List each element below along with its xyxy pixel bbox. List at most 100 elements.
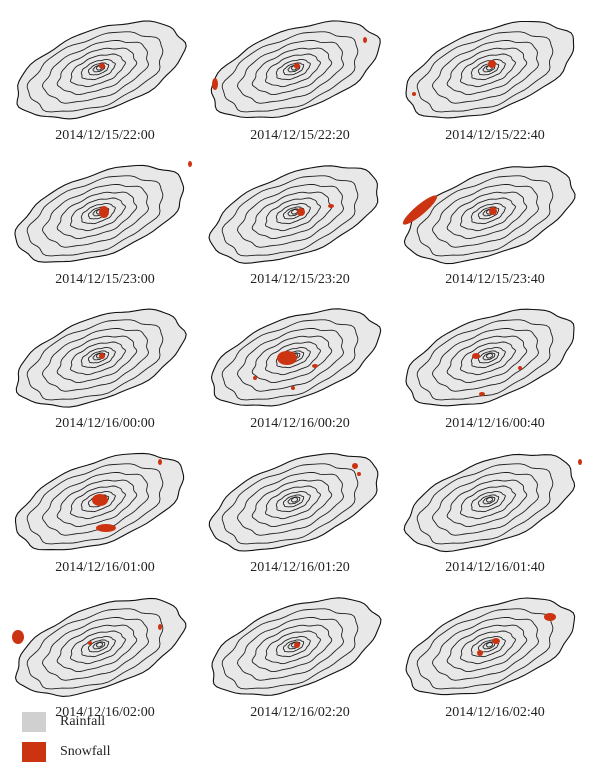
contour (275, 58, 311, 81)
legend-label: Rainfall (60, 714, 105, 729)
contour (482, 496, 496, 505)
snowfall-patch (412, 92, 416, 96)
panel-label: 2014/12/16/01:40 (445, 560, 545, 575)
panel-label: 2014/12/16/00:00 (55, 416, 155, 431)
snowfall-patch (489, 207, 497, 215)
contour (41, 39, 150, 104)
contour (477, 494, 500, 508)
contour (431, 616, 540, 681)
contour (56, 191, 138, 240)
snowfall-patch (544, 613, 556, 621)
legend-label: Snowfall (60, 744, 111, 759)
contour (470, 635, 506, 658)
contour (275, 490, 311, 513)
contour (265, 53, 321, 88)
snowfall-patch (99, 206, 109, 218)
panel-label: 2014/12/15/23:20 (250, 272, 350, 287)
contour (56, 335, 138, 384)
contour (26, 175, 164, 257)
snowfall-patch (492, 638, 500, 644)
contour (485, 353, 493, 359)
snowfall-patch (291, 386, 295, 390)
contour (282, 62, 305, 76)
snowfall-patch (96, 524, 116, 532)
contour (265, 485, 321, 520)
contour (80, 58, 116, 81)
contour (236, 183, 345, 248)
panel-label: 2014/12/16/02:00 (55, 705, 155, 720)
contour (446, 624, 528, 673)
snowfall-patch (328, 204, 334, 208)
map-panel (405, 20, 575, 119)
snowfall-patch (294, 63, 300, 69)
snowfall-patch (277, 351, 297, 365)
snowfall-patch (488, 60, 496, 68)
panel-label: 2014/12/16/00:40 (445, 416, 545, 431)
contour (265, 341, 321, 376)
contour (26, 608, 164, 690)
snowfall-patch (352, 463, 358, 469)
snowfall-patch (402, 195, 438, 225)
contour (290, 497, 298, 503)
contour (95, 642, 103, 648)
panel-label: 2014/12/15/22:40 (445, 128, 545, 143)
map-panel (402, 165, 576, 265)
contour (87, 62, 110, 76)
map-panel (208, 165, 379, 264)
panel-label: 2014/12/16/00:20 (250, 416, 350, 431)
contour (56, 479, 138, 528)
map-panel (210, 20, 381, 119)
contour (70, 197, 126, 232)
contour (446, 191, 528, 240)
panel-label: 2014/12/15/22:00 (55, 128, 155, 143)
map-panel (208, 452, 379, 552)
contour (251, 47, 333, 96)
map-panel (405, 308, 575, 407)
snowfall-patch (12, 630, 24, 644)
contour (221, 31, 359, 113)
panel-label: 2014/12/16/01:20 (250, 560, 350, 575)
map-panel (12, 597, 187, 697)
contour (416, 31, 554, 113)
contour (470, 346, 506, 369)
snowfall-patch (363, 37, 367, 43)
contour (477, 350, 500, 364)
map-panel (15, 308, 187, 408)
snowfall-patch (253, 376, 257, 380)
contour (482, 352, 496, 361)
map-panel (14, 452, 185, 551)
map-panel (14, 161, 192, 263)
contour (221, 608, 359, 690)
map-panel (405, 597, 576, 696)
contour (416, 463, 554, 545)
map-panel (211, 597, 382, 696)
panel-label: 2014/12/15/22:20 (250, 128, 350, 143)
contour (416, 319, 554, 401)
snowfall-patch (578, 459, 582, 465)
snowfall-patch (188, 161, 192, 167)
snowfall-patch (99, 353, 105, 359)
map-panel (210, 308, 382, 407)
contour (70, 630, 126, 665)
contour (70, 341, 126, 376)
contour (275, 635, 311, 658)
contour (290, 209, 298, 215)
snowfall-patch (312, 364, 318, 368)
contour (431, 471, 540, 536)
contour (251, 191, 333, 240)
contour (251, 479, 333, 528)
contour (221, 319, 359, 401)
contour (221, 175, 359, 257)
contour (446, 335, 528, 384)
contour (460, 53, 516, 88)
contour (41, 327, 150, 392)
contour (477, 639, 500, 653)
contour (275, 202, 311, 225)
contour (485, 497, 493, 503)
panel-label: 2014/12/15/23:40 (445, 272, 545, 287)
contour (251, 624, 333, 673)
contour (80, 202, 116, 225)
contour (416, 608, 554, 690)
